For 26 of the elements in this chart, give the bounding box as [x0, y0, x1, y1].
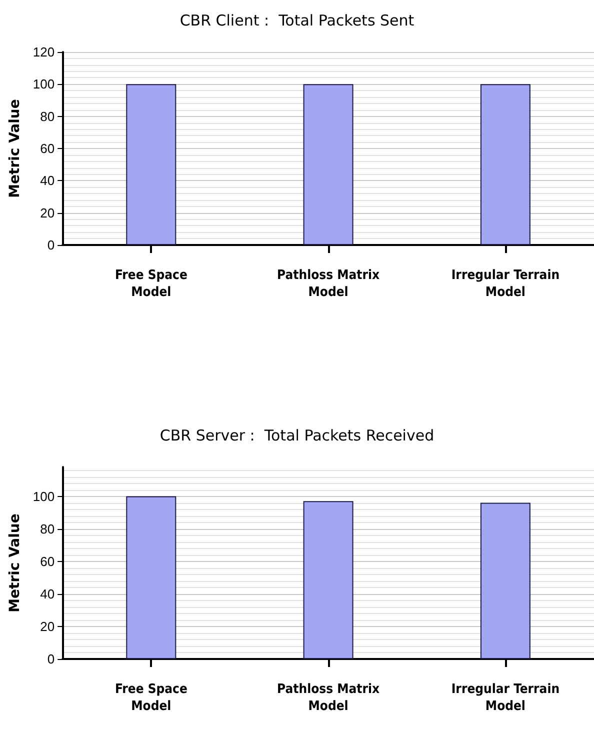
y-tick-label: 120	[32, 44, 55, 60]
chart-title: CBR Server : Total Packets Received	[160, 426, 434, 444]
y-tick-label: 40	[40, 173, 55, 188]
y-tick-label: 40	[40, 586, 55, 602]
x-tick-label: Irregular Terrain Model	[451, 682, 560, 714]
y-tick-label: 0	[47, 652, 55, 666]
bar	[480, 502, 530, 659]
x-tick-label: Free Space Model	[114, 268, 188, 300]
x-tick-label: Free Space Model	[114, 682, 188, 714]
bar	[303, 501, 354, 659]
y-tick-label: 60	[40, 141, 55, 156]
y-tick-label: 100	[32, 76, 55, 92]
bar	[126, 496, 176, 659]
y-tick-label: 100	[32, 488, 55, 504]
y-tick-label: 60	[40, 554, 55, 569]
y-tick-label: 80	[40, 521, 55, 536]
x-tick-label: Irregular Terrain Model	[451, 268, 560, 300]
y-tick-label: 80	[40, 108, 55, 124]
y-axis-title: Metric Value	[7, 514, 23, 612]
x-tick-label: Pathloss Matrix Model	[277, 268, 380, 300]
y-tick-label: 20	[40, 205, 55, 220]
y-tick-label: 0	[47, 238, 55, 252]
x-tick-label: Pathloss Matrix Model	[277, 682, 380, 714]
y-tick-label: 20	[40, 618, 55, 634]
chart-title: CBR Client : Total Packets Sent	[180, 12, 414, 30]
y-axis-title: Metric Value	[7, 99, 23, 198]
